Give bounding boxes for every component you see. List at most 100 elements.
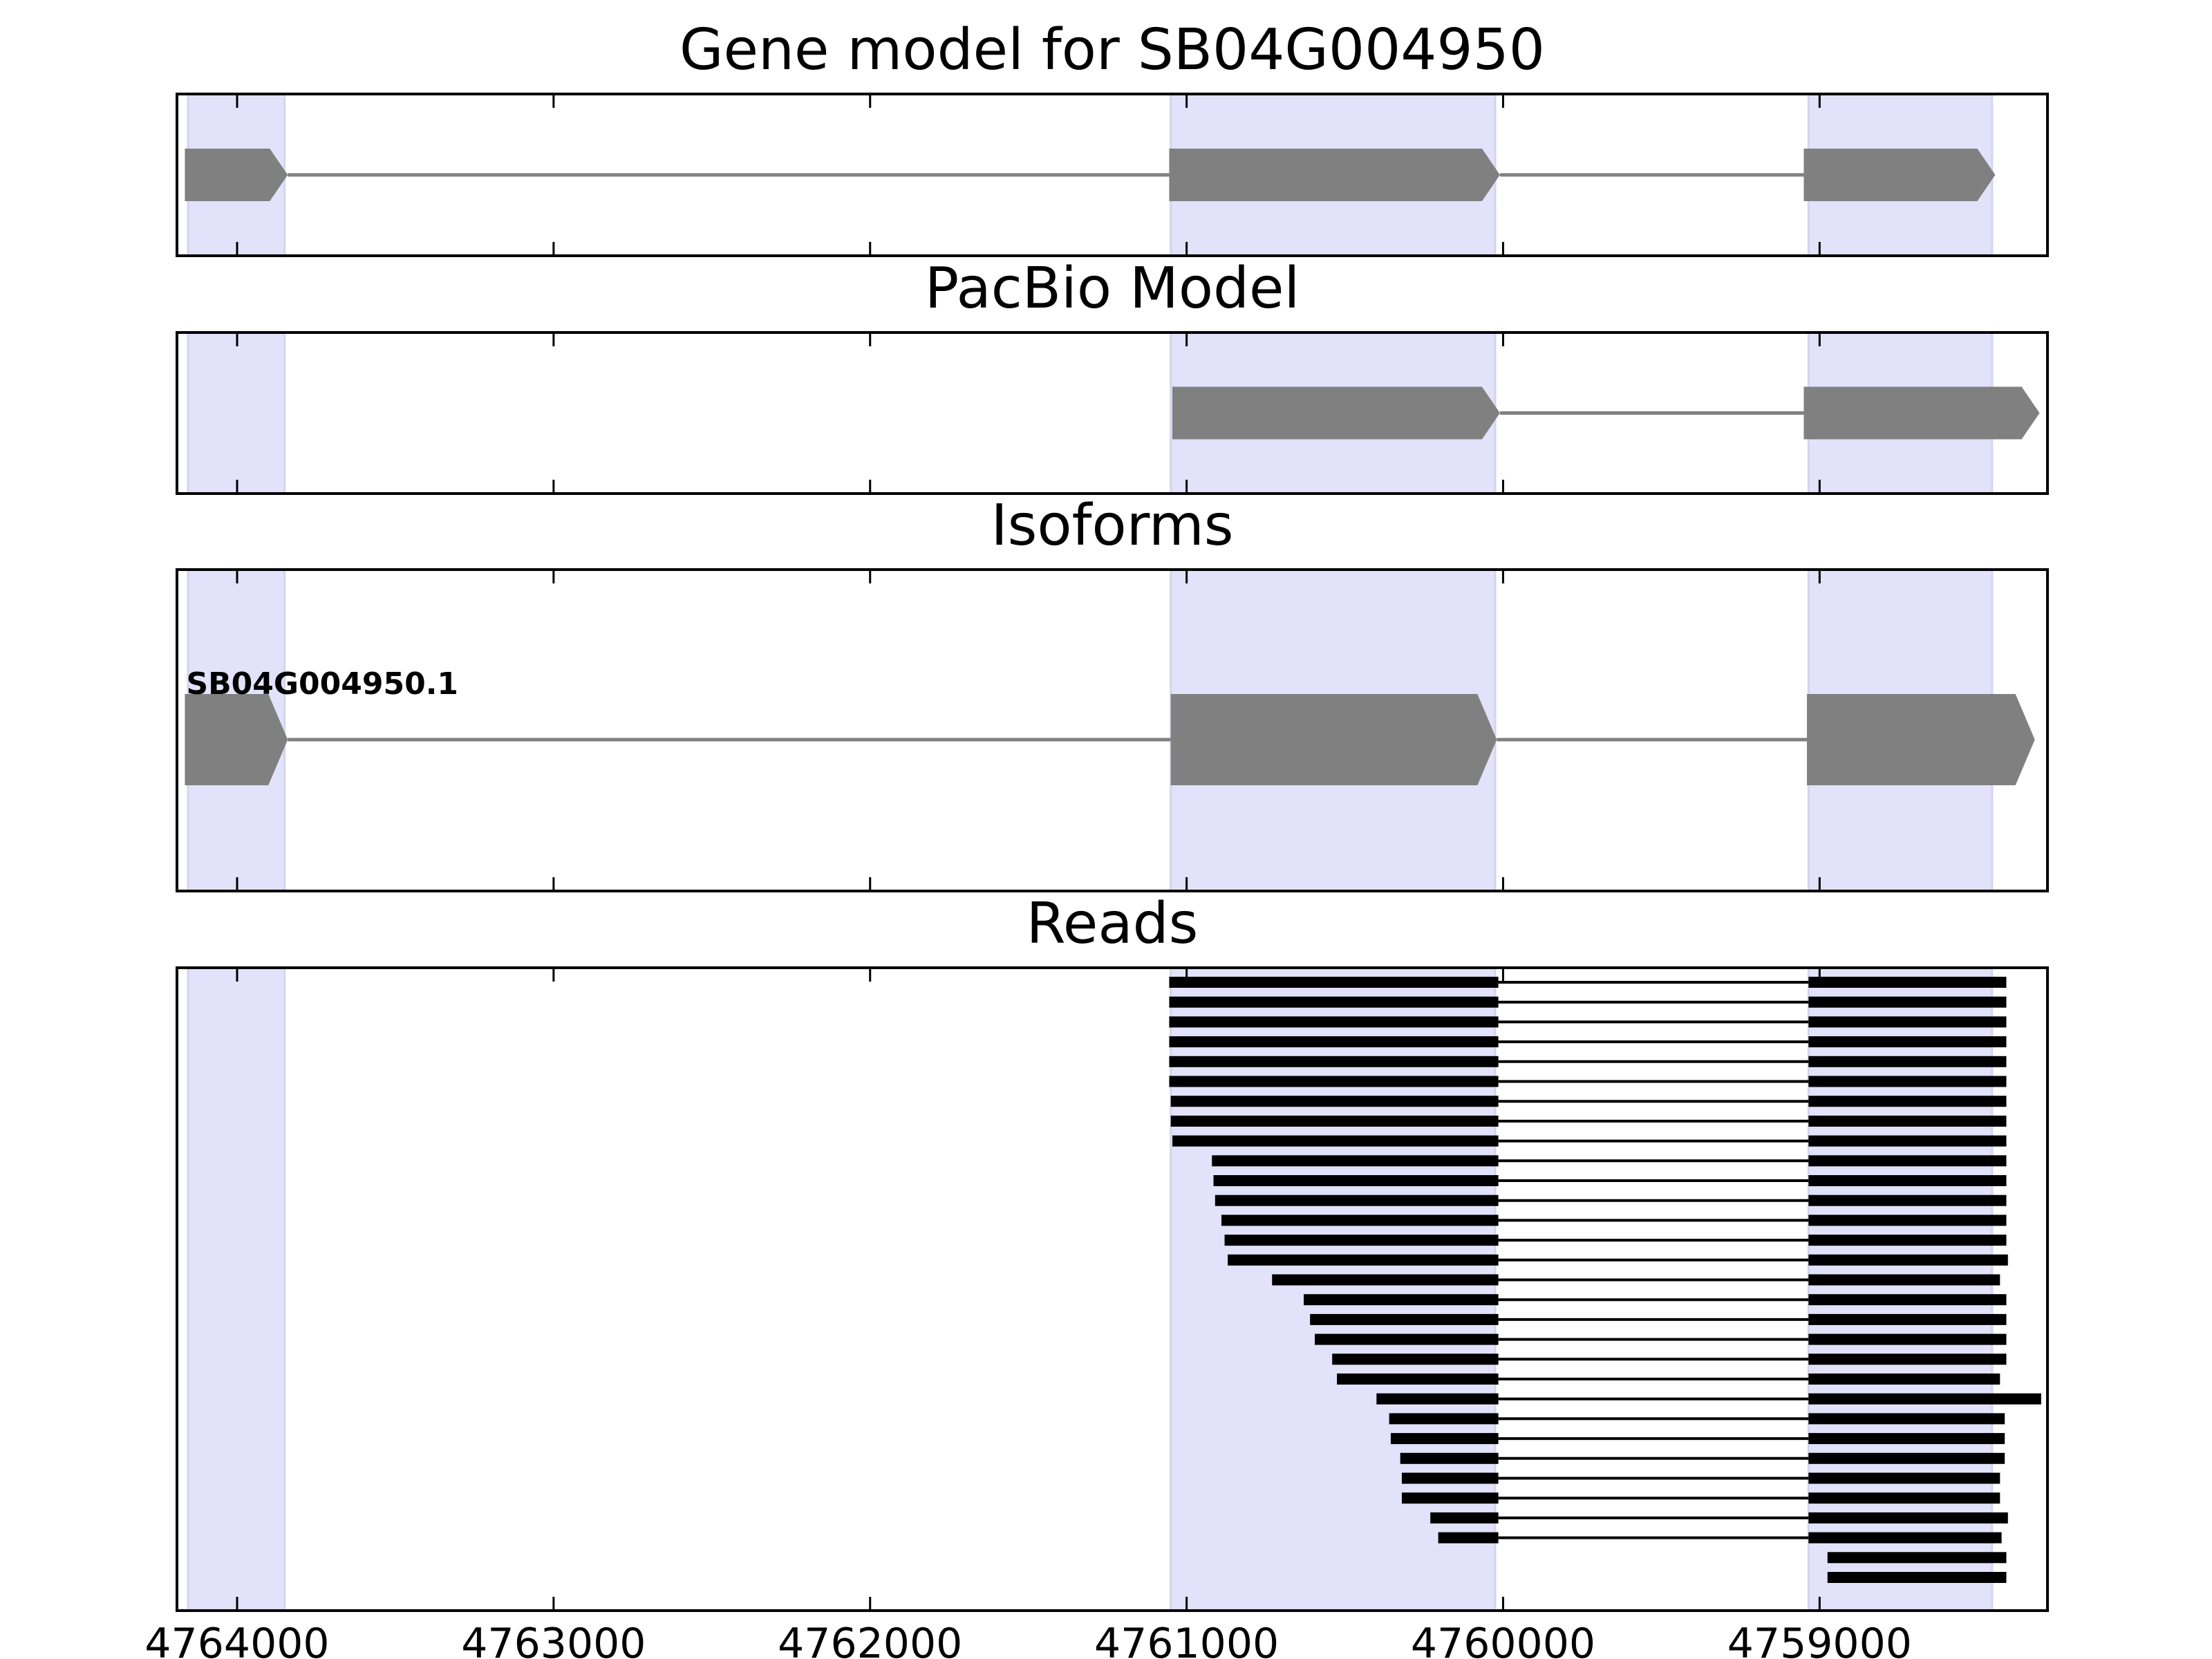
x-tick-label: 4759000 bbox=[1727, 1620, 1912, 1659]
panel-title: Isoforms bbox=[991, 493, 1234, 559]
read-26 bbox=[1401, 1472, 2000, 1484]
read-block-2 bbox=[1808, 1433, 2005, 1445]
panel-frame bbox=[176, 568, 2049, 892]
read-block-1 bbox=[1212, 1155, 1499, 1167]
read-31 bbox=[1827, 1572, 2007, 1583]
read-8 bbox=[1170, 1115, 2007, 1127]
read-7 bbox=[1170, 1096, 2007, 1107]
x-tick-label: 4761000 bbox=[1094, 1620, 1279, 1659]
read-13 bbox=[1221, 1215, 2007, 1226]
x-tick-label: 4764000 bbox=[144, 1620, 329, 1659]
x-tick-label: 4763000 bbox=[461, 1620, 646, 1659]
read-block-1 bbox=[1169, 996, 1499, 1008]
read-block-1 bbox=[1169, 1076, 1499, 1087]
read-block-1 bbox=[1215, 1194, 1499, 1206]
read-block-1 bbox=[1224, 1235, 1499, 1246]
isoform-exon-1 bbox=[185, 694, 288, 785]
read-block-2 bbox=[1808, 1016, 2007, 1028]
read-9 bbox=[1172, 1135, 2007, 1147]
read-block-2 bbox=[1808, 1313, 2007, 1325]
read-24 bbox=[1390, 1433, 2005, 1445]
read-block-1 bbox=[1401, 1472, 1499, 1484]
read-block-2 bbox=[1808, 1452, 2005, 1464]
read-block-2 bbox=[1808, 1235, 2007, 1246]
panel-4: Reads bbox=[176, 891, 2049, 1612]
panel-2: PacBio Model bbox=[176, 256, 2049, 495]
read-block-1 bbox=[1389, 1413, 1499, 1425]
read-14 bbox=[1224, 1235, 2007, 1246]
read-block-1 bbox=[1827, 1552, 2007, 1564]
read-4 bbox=[1169, 1036, 2007, 1048]
read-block-1 bbox=[1430, 1512, 1499, 1524]
panel-frame bbox=[176, 331, 2049, 495]
read-block-2 bbox=[1808, 1096, 2007, 1107]
read-block-2 bbox=[1808, 1194, 2007, 1206]
read-10 bbox=[1212, 1155, 2007, 1167]
read-block-2 bbox=[1808, 1333, 2007, 1345]
read-block-2 bbox=[1808, 1472, 2000, 1484]
isoform-exon-2 bbox=[1170, 694, 1497, 785]
highlight-region-1 bbox=[187, 966, 286, 1612]
read-block-1 bbox=[1221, 1215, 1499, 1226]
read-block-1 bbox=[1172, 1135, 1499, 1147]
read-block-1 bbox=[1438, 1532, 1499, 1544]
read-3 bbox=[1169, 1016, 2007, 1028]
panel-title: Reads bbox=[1027, 891, 1199, 957]
x-tick-label: 4762000 bbox=[778, 1620, 962, 1659]
read-1 bbox=[1169, 977, 2007, 988]
panel-1: Gene model for SB04G004950 bbox=[176, 17, 2049, 257]
read-block-1 bbox=[1337, 1374, 1499, 1385]
read-block-2 bbox=[1808, 1413, 2005, 1425]
read-18 bbox=[1310, 1313, 2007, 1325]
panel-frame bbox=[176, 966, 2049, 1612]
exon-1 bbox=[185, 149, 288, 201]
read-block-1 bbox=[1213, 1175, 1499, 1186]
read-15 bbox=[1228, 1254, 2008, 1266]
read-12 bbox=[1215, 1194, 2007, 1206]
read-19 bbox=[1315, 1333, 2007, 1345]
read-block-2 bbox=[1808, 1274, 2000, 1286]
read-11 bbox=[1213, 1175, 2007, 1186]
read-block-1 bbox=[1272, 1274, 1499, 1286]
read-block-2 bbox=[1808, 996, 2007, 1008]
read-16 bbox=[1272, 1274, 2000, 1286]
highlight-region-1 bbox=[187, 331, 286, 495]
read-20 bbox=[1332, 1353, 2007, 1365]
read-block-2 bbox=[1808, 1294, 2007, 1306]
read-21 bbox=[1337, 1374, 2000, 1385]
read-block-1 bbox=[1376, 1393, 1499, 1405]
read-17 bbox=[1304, 1294, 2007, 1306]
read-block-2 bbox=[1808, 1532, 2002, 1544]
read-block-2 bbox=[1808, 1215, 2007, 1226]
read-block-2 bbox=[1808, 1056, 2007, 1067]
read-block-2 bbox=[1808, 1353, 2007, 1365]
read-block-1 bbox=[1315, 1333, 1499, 1345]
read-block-2 bbox=[1808, 1492, 2000, 1504]
panel-title: Gene model for SB04G004950 bbox=[679, 17, 1545, 83]
read-block-2 bbox=[1808, 1512, 2008, 1524]
read-block-2 bbox=[1808, 1036, 2007, 1048]
read-22 bbox=[1376, 1393, 2041, 1405]
read-block-2 bbox=[1808, 1155, 2007, 1167]
read-block-1 bbox=[1169, 1056, 1499, 1067]
read-block-2 bbox=[1808, 977, 2007, 988]
x-tick-label: 4760000 bbox=[1411, 1620, 1595, 1659]
isoform-exon-3 bbox=[1807, 694, 2035, 785]
read-block-1 bbox=[1390, 1433, 1499, 1445]
read-block-1 bbox=[1169, 1036, 1499, 1048]
read-block-1 bbox=[1169, 1016, 1499, 1028]
exon-3 bbox=[1803, 149, 1996, 201]
read-block-1 bbox=[1827, 1572, 2007, 1583]
read-block-1 bbox=[1401, 1492, 1499, 1504]
read-2 bbox=[1169, 996, 2007, 1008]
read-block-2 bbox=[1808, 1254, 2008, 1266]
read-block-1 bbox=[1170, 1115, 1499, 1127]
read-block-1 bbox=[1400, 1452, 1499, 1464]
read-6 bbox=[1169, 1076, 2007, 1087]
read-block-2 bbox=[1808, 1135, 2007, 1147]
read-block-1 bbox=[1228, 1254, 1499, 1266]
read-block-1 bbox=[1332, 1353, 1499, 1365]
read-block-1 bbox=[1304, 1294, 1499, 1306]
isoform-label: SB04G004950.1 bbox=[186, 666, 458, 702]
read-block-2 bbox=[1808, 1374, 2000, 1385]
